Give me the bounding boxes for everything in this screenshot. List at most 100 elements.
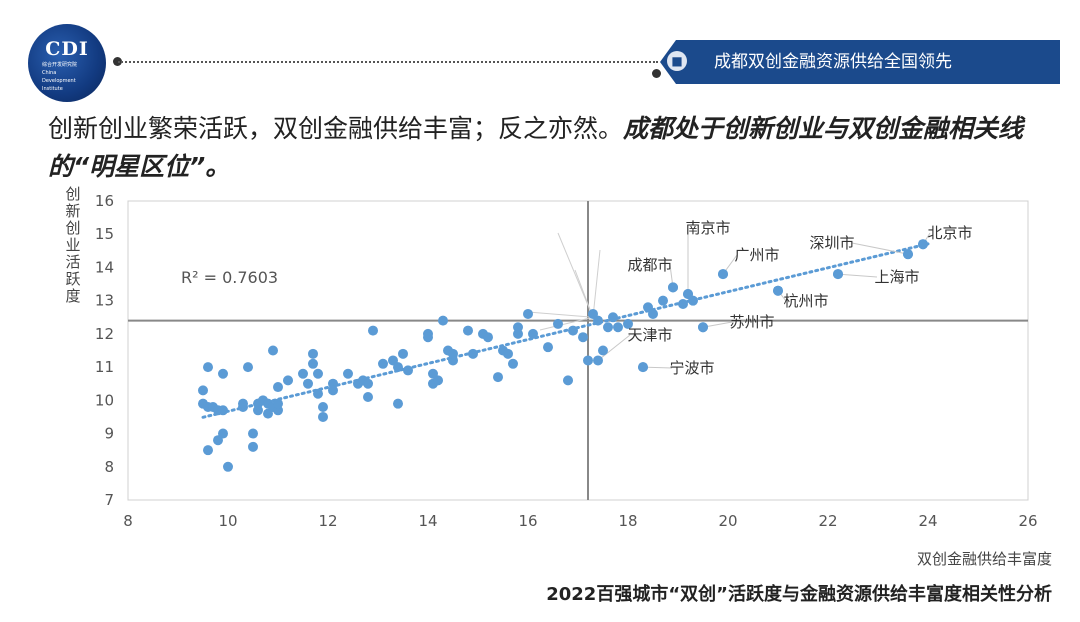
data-point bbox=[423, 332, 433, 343]
data-point bbox=[283, 375, 293, 386]
point-label: 成都市 bbox=[627, 256, 672, 274]
x-tick-label: 10 bbox=[218, 512, 237, 530]
data-point bbox=[468, 348, 478, 359]
y-tick-label: 10 bbox=[95, 391, 114, 409]
data-point bbox=[523, 308, 533, 319]
labeled-data-point bbox=[698, 322, 708, 333]
data-point bbox=[578, 332, 588, 343]
headline: 创新创业繁荣活跃，双创金融供给丰富；反之亦然。成都处于创新创业与双创金融相关线的… bbox=[48, 110, 1068, 186]
data-point bbox=[483, 332, 493, 343]
data-point bbox=[318, 411, 328, 422]
labeled-data-point bbox=[638, 362, 648, 373]
plot-frame bbox=[127, 200, 1029, 501]
data-point bbox=[303, 378, 313, 389]
data-point bbox=[328, 385, 338, 396]
data-point bbox=[318, 401, 328, 412]
point-label: 南京市 bbox=[685, 219, 730, 237]
dotted-connector bbox=[118, 61, 658, 63]
data-point bbox=[508, 358, 518, 369]
data-point bbox=[463, 325, 473, 336]
data-point bbox=[203, 362, 213, 373]
point-label: 深圳市 bbox=[809, 234, 854, 252]
data-point bbox=[243, 362, 253, 373]
data-point bbox=[493, 372, 503, 383]
chart-caption: 2022百强城市“双创”活跃度与金融资源供给丰富度相关性分析 bbox=[546, 584, 1052, 605]
data-point bbox=[298, 368, 308, 379]
x-tick-label: 14 bbox=[418, 512, 437, 530]
data-point bbox=[308, 348, 318, 359]
data-point bbox=[593, 315, 603, 326]
data-point bbox=[363, 378, 373, 389]
leader-lines bbox=[527, 228, 931, 369]
x-tick-label: 8 bbox=[123, 512, 133, 530]
data-point bbox=[363, 392, 373, 403]
x-tick-label: 26 bbox=[1018, 512, 1037, 530]
data-point bbox=[238, 398, 248, 409]
banner-chat-icon: ■ bbox=[667, 51, 687, 71]
data-point bbox=[218, 428, 228, 439]
cdi-logo: CDI 综合开发研究院 China Development Institute bbox=[28, 24, 106, 102]
labeled-data-point bbox=[593, 355, 603, 366]
x-tick-label: 16 bbox=[518, 512, 537, 530]
data-point bbox=[273, 398, 283, 409]
leader-line bbox=[539, 316, 594, 331]
leader-line bbox=[851, 242, 909, 255]
data-point bbox=[253, 405, 263, 416]
data-point bbox=[608, 312, 618, 323]
x-tick-label: 20 bbox=[718, 512, 737, 530]
data-point bbox=[563, 375, 573, 386]
data-point bbox=[308, 358, 318, 369]
data-point bbox=[528, 328, 538, 339]
x-axis-label: 双创金融供给丰富度 bbox=[916, 550, 1052, 568]
y-tick-label: 8 bbox=[104, 458, 114, 476]
leader-line bbox=[597, 334, 631, 361]
data-point bbox=[248, 441, 258, 452]
data-point bbox=[678, 298, 688, 309]
data-point bbox=[368, 325, 378, 336]
point-label: 宁波市 bbox=[669, 359, 714, 377]
connector-dot-left bbox=[113, 57, 122, 66]
x-tick-label: 24 bbox=[918, 512, 937, 530]
data-point bbox=[198, 385, 208, 396]
data-point bbox=[313, 388, 323, 399]
plot-area bbox=[127, 200, 1029, 501]
leader-line bbox=[837, 273, 878, 278]
x-tick-label: 12 bbox=[318, 512, 337, 530]
data-point bbox=[648, 308, 658, 319]
data-point bbox=[433, 375, 443, 386]
leader-line bbox=[592, 249, 601, 318]
data-point bbox=[438, 315, 448, 326]
logo-en-line2: Development bbox=[42, 78, 76, 84]
data-point bbox=[448, 348, 458, 359]
x-tick-label: 22 bbox=[818, 512, 837, 530]
data-point bbox=[513, 328, 523, 339]
data-point bbox=[398, 348, 408, 359]
labeled-data-point bbox=[903, 249, 913, 260]
data-point bbox=[553, 318, 563, 329]
logo-en-line1: China bbox=[42, 70, 57, 76]
data-points bbox=[198, 239, 928, 472]
y-tick-label: 7 bbox=[104, 491, 114, 509]
x-tick-label: 18 bbox=[618, 512, 637, 530]
point-label: 北京市 bbox=[927, 224, 972, 242]
leader-line bbox=[527, 311, 594, 318]
data-point bbox=[603, 322, 613, 333]
y-tick-label: 14 bbox=[95, 258, 114, 276]
data-point bbox=[273, 382, 283, 393]
headline-normal: 创新创业繁荣活跃，双创金融供给丰富；反之亦然。 bbox=[48, 114, 624, 143]
data-point bbox=[403, 365, 413, 376]
trendline bbox=[201, 242, 930, 419]
y-tick-label: 12 bbox=[95, 325, 114, 343]
data-point bbox=[378, 358, 388, 369]
data-point bbox=[393, 398, 403, 409]
labeled-data-point bbox=[683, 289, 693, 300]
y-tick-label: 16 bbox=[95, 192, 114, 210]
y-axis-label: 创新创业活跃度 bbox=[65, 185, 81, 305]
y-tick-label: 15 bbox=[95, 225, 114, 243]
labeled-data-point bbox=[918, 239, 928, 250]
leader-line bbox=[574, 269, 594, 318]
data-point bbox=[203, 445, 213, 456]
